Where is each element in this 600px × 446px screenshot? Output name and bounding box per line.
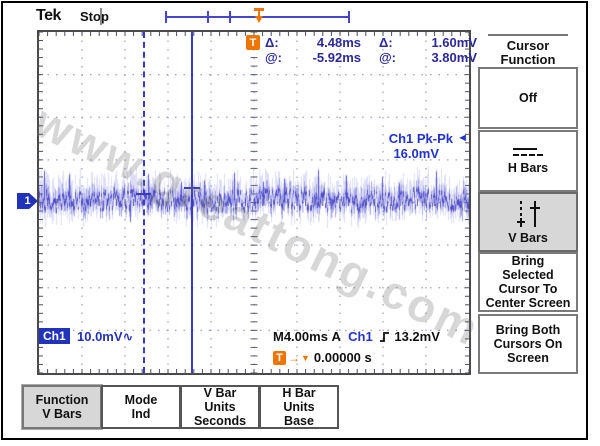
trigger-source: Ch1	[348, 329, 373, 344]
timebase-value: M4.00ms	[273, 329, 328, 344]
bring-selected-line4: Center Screen	[485, 296, 571, 310]
at-volt-value: 3.80mV	[431, 50, 477, 65]
trigger-t-icon: T	[246, 35, 260, 50]
delta-volt-label: Δ:	[379, 35, 393, 50]
menu-btn-hbars[interactable]: H Bars	[478, 130, 578, 192]
trigger-position-value: 0.00000 s	[313, 350, 372, 365]
bottom-btn-vbar-line2: Units	[204, 400, 236, 414]
bottom-btn-mode-line1: Mode	[124, 393, 158, 407]
bring-selected-line2: Selected	[502, 268, 554, 282]
ac-coupling-icon: ∿	[122, 329, 134, 344]
bottom-btn-vbar-line1: V Bar	[203, 386, 237, 400]
delta-volt-value: 1.60mV	[431, 35, 477, 50]
arrow-right-icon: →	[288, 350, 300, 365]
pkpk-measurement-label: Ch1 Pk-Pk	[388, 131, 453, 146]
bottom-btn-function-line1: Function	[35, 393, 89, 407]
at-volt-label: @:	[379, 50, 397, 65]
bottom-btn-hbar-line2: Units	[283, 400, 315, 414]
hbars-icon	[513, 147, 543, 161]
menu-btn-bring-selected[interactable]: Bring Selected Cursor To Center Screen	[478, 252, 578, 312]
vbars-icon	[517, 201, 540, 227]
menu-btn-vbars[interactable]: V Bars	[478, 192, 578, 252]
menu-btn-bring-both[interactable]: Bring Both Cursors On Screen	[478, 314, 578, 374]
bottom-btn-hbar-line3: Base	[284, 414, 314, 428]
brand-logo: Tek	[36, 7, 61, 24]
delta-time-label: Δ:	[265, 35, 279, 50]
v-bar-cursor-2[interactable]	[191, 32, 193, 373]
header-divider	[100, 8, 102, 25]
bottom-btn-vbar-line3: Seconds	[193, 414, 247, 428]
ch1-ground-marker[interactable]: 1	[17, 193, 38, 209]
at-time-label: @:	[265, 50, 283, 65]
rising-edge-icon	[380, 331, 390, 342]
side-menu-title: Cursor Function	[478, 34, 578, 67]
graticule: T Δ: 4.48ms Δ: 1.60mV @: -5.92ms @: 3.80…	[37, 30, 477, 375]
record-view-right-end	[348, 11, 350, 23]
cursor1-amplitude-mark	[136, 193, 151, 195]
timebase-trigger-readout: M4.00ms A Ch1 13.2mV	[273, 329, 440, 344]
trigger-position-icon	[254, 8, 264, 23]
trigger-mode: A	[331, 329, 341, 344]
bottom-btn-mode[interactable]: Mode Ind	[101, 385, 181, 429]
menu-title-overline	[488, 34, 568, 36]
arrow-down-icon: ▼	[301, 352, 310, 363]
cursor2-amplitude-mark-v	[191, 181, 193, 195]
trigger-position-readout: T → ▼ 0.00000 s	[273, 350, 372, 365]
pkpk-arrow-icon: ◄	[457, 132, 468, 144]
cursor1-position-tick	[207, 11, 209, 23]
bottom-btn-mode-line2: Ind	[131, 407, 151, 421]
bottom-btn-function[interactable]: Function V Bars	[21, 384, 103, 430]
screen-frame	[1, 1, 588, 440]
bring-both-line1: Bring Both	[495, 323, 561, 337]
acquisition-status: Stop	[80, 9, 109, 24]
bring-selected-line3: Cursor To	[498, 282, 558, 296]
cursor-readout: T Δ: 4.48ms Δ: 1.60mV @: -5.92ms @: 3.80…	[246, 35, 477, 65]
menu-title-line2: Function	[500, 52, 556, 67]
ch1-waveform-trace	[39, 32, 469, 373]
bottom-btn-hbar-line1: H Bar	[282, 386, 316, 400]
v-bar-cursor-1[interactable]	[143, 32, 145, 373]
bottom-btn-hbar-units[interactable]: H Bar Units Base	[259, 385, 339, 429]
record-view-left-end	[165, 11, 167, 23]
bring-selected-line1: Bring	[511, 254, 545, 268]
ch1-scale-value: 10.0mV	[77, 329, 123, 344]
bottom-btn-function-line2: V Bars	[42, 407, 82, 421]
at-time-value: -5.92ms	[312, 50, 361, 65]
ch1-badge: Ch1	[39, 328, 70, 344]
bottom-btn-vbar-units[interactable]: V Bar Units Seconds	[180, 385, 260, 429]
bring-both-line2: Cursors On	[493, 337, 563, 351]
cursor-delta-row: Δ: 4.48ms Δ: 1.60mV	[265, 35, 477, 50]
bring-both-line3: Screen	[507, 351, 549, 365]
menu-btn-off-label: Off	[518, 91, 538, 105]
cursor-at-row: @: -5.92ms @: 3.80mV	[265, 50, 477, 65]
record-view-bracket	[165, 8, 350, 23]
pkpk-measurement-value: 16.0mV	[393, 146, 439, 161]
menu-btn-off[interactable]: Off	[478, 67, 578, 129]
delta-time-value: 4.48ms	[316, 35, 361, 50]
menu-btn-vbars-label: V Bars	[508, 231, 548, 245]
ch1-scale-readout: 10.0mV∿	[77, 329, 133, 345]
menu-btn-hbars-label: H Bars	[507, 160, 549, 175]
trigger-t-icon-small: T	[273, 350, 286, 365]
cursor2-position-tick	[229, 11, 231, 23]
menu-title-line1: Cursor	[506, 38, 550, 53]
trigger-level: 13.2mV	[394, 329, 440, 344]
